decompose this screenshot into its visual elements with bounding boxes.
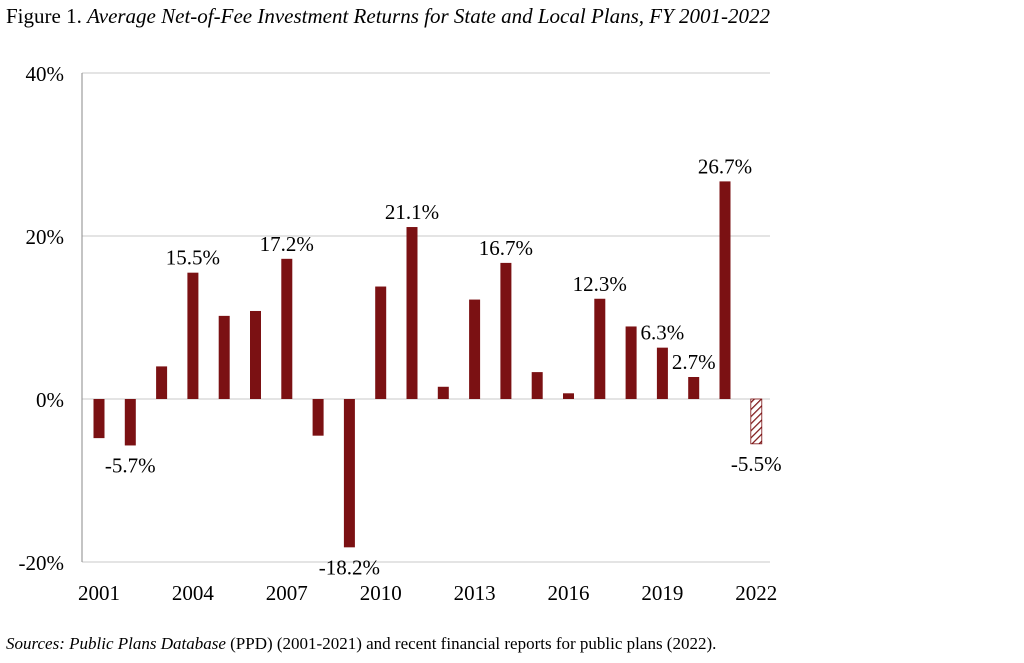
data-label-2007: 17.2% <box>260 232 314 256</box>
x-tick-label: 2010 <box>360 581 402 605</box>
chart-title: Figure 1. Average Net-of-Fee Investment … <box>6 4 770 29</box>
gridlines <box>82 72 770 563</box>
source-label: Sources: <box>6 634 65 653</box>
bar-2015 <box>531 372 543 399</box>
x-tick-label: 2019 <box>641 581 683 605</box>
y-tick-label: -20% <box>19 551 65 575</box>
bar-2016 <box>563 393 574 399</box>
x-tick-label: 2004 <box>172 581 215 605</box>
x-tick-label: 2013 <box>454 581 496 605</box>
bar-2009 <box>343 399 355 548</box>
bar-2019 <box>656 347 668 399</box>
data-label-2017: 12.3% <box>573 272 627 296</box>
data-label-2011: 21.1% <box>385 200 439 224</box>
data-label-2020: 2.7% <box>672 350 716 374</box>
bar-2017 <box>594 298 606 399</box>
bar-2010 <box>375 286 387 399</box>
data-label-2019: 6.3% <box>641 321 685 345</box>
bar-2008 <box>312 399 324 436</box>
figure-label: Figure 1. <box>6 4 82 28</box>
bar-2001 <box>93 399 105 439</box>
x-tick-label: 2016 <box>548 581 590 605</box>
y-tick-label: 20% <box>26 225 65 249</box>
bar-2013 <box>469 299 481 399</box>
bar-2021 <box>719 181 731 399</box>
bar-2005 <box>218 315 230 399</box>
data-labels: -5.7% 15.5% 17.2% -18.2% 21.1% 16.7% 12.3% 6.3%… <box>105 154 782 579</box>
data-label-2014: 16.7% <box>479 236 533 260</box>
bar-2007 <box>281 258 293 399</box>
x-tick-label: 2022 <box>735 581 777 605</box>
data-label-2009: -18.2% <box>319 555 380 579</box>
bar-2020 <box>688 376 700 399</box>
x-tick-label: 2001 <box>78 581 120 605</box>
title-text: Average Net-of-Fee Investment Returns fo… <box>87 4 771 28</box>
y-tick-label: 0% <box>36 388 64 412</box>
bar-2011 <box>406 227 418 399</box>
bar-2022 <box>750 398 763 445</box>
source-database: Public Plans Database <box>69 634 226 653</box>
x-tick-label: 2007 <box>266 581 308 605</box>
data-label-2021: 26.7% <box>698 154 752 178</box>
y-tick-label: 40% <box>26 62 65 86</box>
bar-2006 <box>250 310 261 399</box>
source-note: Sources: Public Plans Database (PPD) (20… <box>6 634 716 654</box>
source-rest: (PPD) (2001-2021) and recent financial r… <box>230 634 717 653</box>
bar-2012 <box>437 386 449 399</box>
data-label-2022: -5.5% <box>731 452 782 476</box>
bars <box>93 181 763 548</box>
bar-chart: -5.7% 15.5% 17.2% -18.2% 21.1% 16.7% 12.3% 6.3%… <box>19 62 782 605</box>
data-label-2004: 15.5% <box>166 246 220 270</box>
bar-2003 <box>156 366 168 399</box>
data-label-2002: -5.7% <box>105 453 156 477</box>
bar-2018 <box>625 326 637 399</box>
bar-2004 <box>187 272 199 399</box>
bar-2014 <box>500 262 512 399</box>
bar-2002 <box>124 399 136 446</box>
tick-labels: -20% 0% 20% 40% 2001 2004 2007 2010 2013 2016 2019… <box>19 62 778 605</box>
